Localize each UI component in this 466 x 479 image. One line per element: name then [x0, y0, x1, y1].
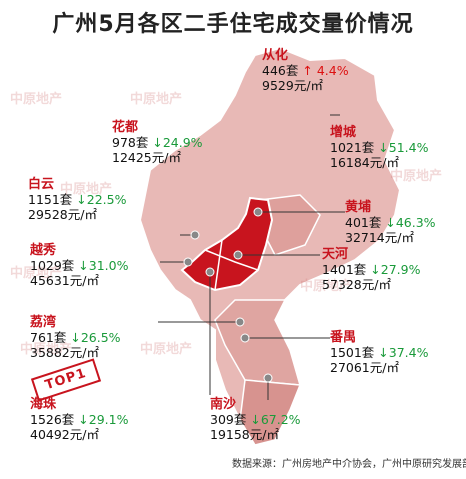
district-name: 海珠 [30, 397, 57, 412]
change: 4.4% [316, 63, 349, 78]
district-name: 白云 [28, 177, 55, 192]
unit: 元/㎡ [361, 277, 391, 292]
district-name: 天河 [322, 247, 349, 262]
district-label-huangpu: 黄埔 401套 ↓46.3% 32714元/㎡ [345, 200, 436, 245]
district-name: 从化 [262, 48, 289, 63]
unit: 元/㎡ [249, 427, 279, 442]
change: 29.1% [88, 412, 129, 427]
change: 46.3% [395, 215, 436, 230]
unit: 元/㎡ [384, 230, 414, 245]
price: 45631 [30, 273, 70, 288]
district-name: 越秀 [30, 243, 57, 258]
arrow-down-icon: ↓ [370, 262, 381, 277]
volume: 1151套 [28, 192, 73, 207]
volume: 1526套 [30, 412, 75, 427]
arrow-down-icon: ↓ [78, 412, 89, 427]
district-name: 增城 [330, 125, 357, 140]
watermark: 中原地产 [300, 279, 353, 294]
arrow-down-icon: ↓ [76, 192, 87, 207]
data-source: 数据来源：广州房地产中介协会，广州中原研究发展部 [232, 459, 466, 470]
change: 24.9% [162, 135, 203, 150]
dot-liwan [235, 317, 245, 327]
dot-panyu [240, 333, 250, 343]
dot-yuexiu [183, 257, 193, 267]
watermark: 中原地产 [140, 342, 193, 357]
price: 9529 [262, 78, 294, 93]
arrow-down-icon: ↓ [250, 412, 261, 427]
volume: 401套 [345, 215, 382, 230]
unit: 元/㎡ [67, 207, 97, 222]
watermark: 中原地产 [60, 182, 113, 197]
unit: 元/㎡ [69, 427, 99, 442]
district-name: 南沙 [210, 397, 237, 412]
district-label-panyu: 番禺 1501套 ↓37.4% 27061元/㎡ [330, 330, 429, 375]
volume: 1021套 [330, 140, 375, 155]
district-name: 花都 [112, 120, 139, 135]
volume: 1501套 [330, 345, 375, 360]
map-nansha-region [239, 379, 302, 446]
volume: 446套 [262, 63, 299, 78]
map-central-divider [204, 239, 259, 291]
district-label-tianhe: 天河 1401套 ↓27.9% 57328元/㎡ [322, 247, 421, 292]
volume: 309套 [210, 412, 247, 427]
watermark: 中原地产 [20, 342, 73, 357]
district-label-liwan: 荔湾 761套 ↓26.5% 35882元/㎡ [30, 315, 121, 360]
price: 16184 [330, 155, 370, 170]
district-label-baiyun: 白云 1151套 ↓22.5% 29528元/㎡ [28, 177, 127, 222]
price: 35882 [30, 345, 70, 360]
price: 27061 [330, 360, 370, 375]
watermark: 中原地产 [390, 169, 443, 184]
arrow-down-icon: ↓ [378, 345, 389, 360]
district-label-yuexiu: 越秀 1029套 ↓31.0% 45631元/㎡ [30, 243, 129, 288]
change: 67.2% [260, 412, 301, 427]
district-name: 荔湾 [30, 315, 57, 330]
district-name: 黄埔 [345, 200, 372, 215]
district-label-zengcheng: 增城 1021套 ↓51.4% 16184元/㎡ [330, 125, 429, 170]
arrow-down-icon: ↓ [378, 140, 389, 155]
watermark: 中原地产 [10, 266, 63, 281]
dot-baiyun [190, 230, 200, 240]
volume: 978套 [112, 135, 149, 150]
price: 32714 [345, 230, 385, 245]
unit: 元/㎡ [69, 273, 99, 288]
arrow-down-icon: ↓ [152, 135, 163, 150]
change: 51.4% [388, 140, 429, 155]
price: 57328 [322, 277, 362, 292]
district-label-conghua: 从化 446套 ↑ 4.4% 9529元/㎡ [262, 48, 349, 93]
district-label-haizhu: 海珠 1526套 ↓29.1% 40492元/㎡ [30, 397, 129, 442]
change: 27.9% [380, 262, 421, 277]
change: 22.5% [86, 192, 127, 207]
unit: 元/㎡ [69, 345, 99, 360]
district-name: 番禺 [330, 330, 357, 345]
price: 12425 [112, 150, 152, 165]
dot-huangpu [253, 207, 263, 217]
change: 31.0% [88, 258, 129, 273]
watermark: 中原地产 [10, 92, 63, 107]
unit: 元/㎡ [293, 78, 324, 93]
district-label-huadu: 花都 978套 ↓24.9% 12425元/㎡ [112, 120, 203, 165]
volume: 1401套 [322, 262, 367, 277]
dot-haizhu [205, 267, 215, 277]
arrow-up-icon: ↑ [302, 63, 313, 78]
unit: 元/㎡ [369, 360, 399, 375]
volume: 761套 [30, 330, 67, 345]
arrow-down-icon: ↓ [78, 258, 89, 273]
district-label-nansha: 南沙 309套 ↓67.2% 19158元/㎡ [210, 397, 301, 442]
change: 37.4% [388, 345, 429, 360]
price: 19158 [210, 427, 250, 442]
price: 40492 [30, 427, 70, 442]
watermark: 中原地产 [130, 92, 183, 107]
volume: 1029套 [30, 258, 75, 273]
dot-tianhe [233, 250, 243, 260]
change: 26.5% [80, 330, 121, 345]
dot-nansha [263, 373, 273, 383]
arrow-down-icon: ↓ [385, 215, 396, 230]
price: 29528 [28, 207, 68, 222]
unit: 元/㎡ [369, 155, 399, 170]
unit: 元/㎡ [151, 150, 181, 165]
arrow-down-icon: ↓ [70, 330, 81, 345]
map-title: 广州5月各区二手住宅成交量价情况 [52, 12, 414, 37]
